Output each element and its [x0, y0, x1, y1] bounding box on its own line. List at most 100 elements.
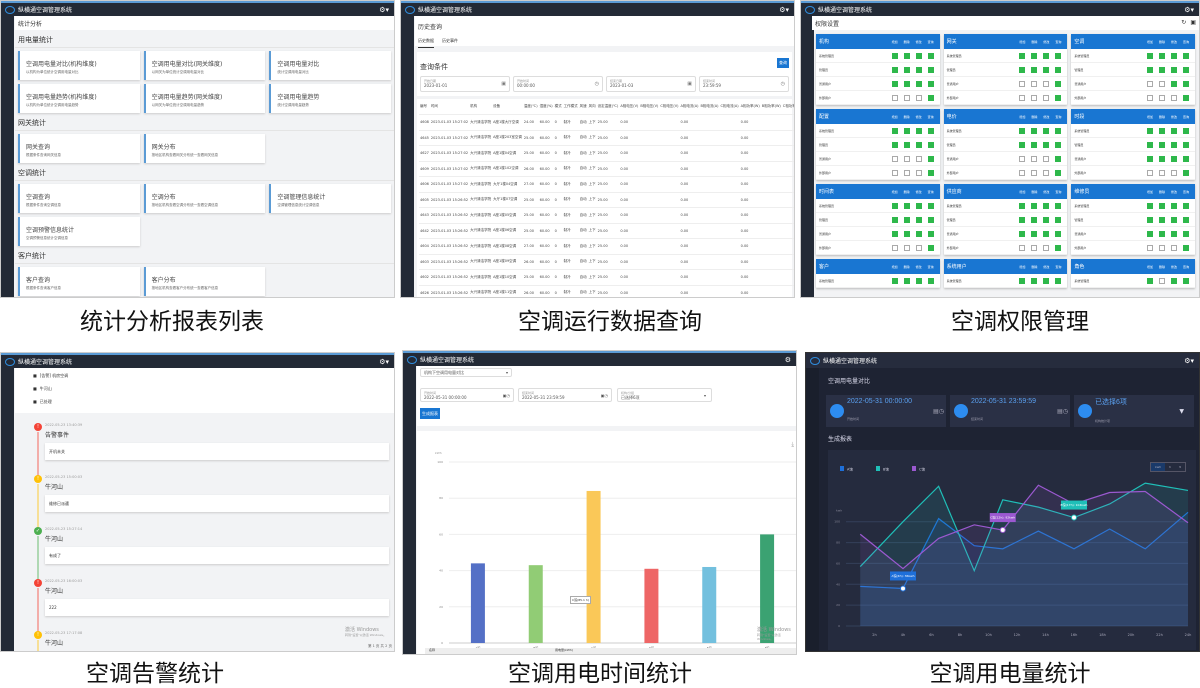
permission-checkbox[interactable] [1043, 230, 1050, 237]
permission-checkbox[interactable] [1055, 155, 1062, 162]
user-menu-icon[interactable]: ⚙▾ [1184, 356, 1194, 365]
permission-checkbox[interactable] [891, 216, 898, 223]
permission-checkbox[interactable] [915, 66, 922, 73]
permission-checkbox[interactable] [1055, 202, 1062, 209]
permission-checkbox[interactable] [1182, 230, 1189, 237]
user-menu-icon[interactable]: ⚙▾ [779, 5, 789, 14]
permission-checkbox[interactable] [1146, 216, 1153, 223]
permission-checkbox[interactable] [1019, 141, 1026, 148]
permission-checkbox[interactable] [1031, 94, 1038, 101]
permission-checkbox[interactable] [915, 141, 922, 148]
permission-checkbox[interactable] [1158, 127, 1165, 134]
permission-checkbox[interactable] [915, 80, 922, 87]
refresh-icon[interactable]: ↻ [1181, 19, 1187, 26]
table-row[interactable]: 4604 2023-01-03 15:26:52 大兴清洁学院 A座1楼08空调 27.… [419, 238, 794, 255]
permission-checkbox[interactable] [1031, 127, 1038, 134]
report-card[interactable]: 空调用电量对比 统计空调用电量对比 [269, 51, 391, 80]
permission-checkbox[interactable] [1146, 52, 1153, 59]
unit-toggle[interactable]: ¥ [1179, 465, 1181, 469]
sidebar[interactable] [1, 368, 14, 651]
event-detail[interactable]: 222 [45, 599, 389, 616]
permission-checkbox[interactable] [903, 202, 910, 209]
sidebar[interactable] [806, 368, 819, 651]
permission-checkbox[interactable] [1043, 155, 1050, 162]
report-card[interactable]: 网关查询 根据条件查询网关信息 [18, 134, 140, 163]
column-header[interactable]: 风速 [578, 99, 588, 115]
permission-checkbox[interactable] [891, 169, 898, 176]
permission-checkbox[interactable] [1170, 66, 1177, 73]
column-header[interactable]: B相电流(A) [699, 99, 720, 115]
permission-checkbox[interactable] [903, 94, 910, 101]
start-time-input[interactable]: 开始时间 2022-05-31 00:00:00 ▣◷ [420, 388, 514, 402]
permission-checkbox[interactable] [1146, 202, 1153, 209]
permission-checkbox[interactable] [915, 230, 922, 237]
report-card[interactable]: 空调用电量趋势 统计空调用电量趋势 [269, 84, 391, 113]
calendar-icon[interactable]: ▣◷ [600, 393, 608, 398]
permission-checkbox[interactable] [891, 80, 898, 87]
date-input[interactable]: 开始日期 2023-01-01 ▣ [420, 76, 510, 92]
permission-checkbox[interactable] [891, 52, 898, 59]
permission-checkbox[interactable] [903, 230, 910, 237]
tab-history-data[interactable]: 历史数据 [418, 38, 434, 48]
calendar-icon[interactable]: ▣◷ [502, 393, 510, 398]
event-detail[interactable]: 维修已派遣 [45, 495, 389, 512]
permission-checkbox[interactable] [927, 169, 934, 176]
permission-checkbox[interactable] [903, 52, 910, 59]
column-header[interactable]: 机构 [469, 99, 493, 115]
org-select-box[interactable]: 已选择6项 机构统计项 ▼ [1074, 395, 1194, 427]
table-row[interactable]: 4605 2023-01-03 15:26:52 大兴清洁学院 大厅1楼07空调 25.… [419, 192, 794, 208]
column-header[interactable]: 模式 [553, 99, 563, 115]
permission-checkbox[interactable] [1170, 216, 1177, 223]
permission-checkbox[interactable] [1019, 66, 1026, 73]
permission-checkbox[interactable] [1146, 94, 1153, 101]
report-card[interactable]: 客户查询 根据条件查询客户信息 [18, 267, 140, 296]
permission-checkbox[interactable] [903, 216, 910, 223]
column-header[interactable]: 工作模式 [562, 99, 579, 115]
permission-checkbox[interactable] [927, 230, 934, 237]
generate-report-button[interactable]: 生成报表 [420, 408, 440, 419]
permission-checkbox[interactable] [1146, 155, 1153, 162]
permission-checkbox[interactable] [915, 277, 922, 284]
permission-checkbox[interactable] [1146, 141, 1153, 148]
sidebar[interactable] [801, 16, 814, 297]
end-time-box[interactable]: 2022-05-31 23:59:59 结束时间 ▤◷ [950, 395, 1070, 427]
report-card[interactable]: 网关分布 按地区机构查看网关分布统一查看网关信息 [143, 134, 266, 163]
table-row[interactable]: 4643 2023-01-03 15:26:52 大兴清洁学院 A座1楼05空调 25.… [419, 207, 794, 224]
user-menu-icon[interactable]: ⚙▾ [379, 357, 389, 366]
column-header[interactable]: A相电压(V) [619, 99, 640, 115]
permission-checkbox[interactable] [1182, 141, 1189, 148]
table-row[interactable]: 4627 2023-01-03 15:27:02 大兴清洁学院 A座1楼04空调 25.… [419, 145, 794, 162]
start-time-box[interactable]: 2022-05-31 00:00:00 开始时间 ▤◷ [826, 395, 946, 427]
permission-checkbox[interactable] [1170, 202, 1177, 209]
permission-checkbox[interactable] [1182, 66, 1189, 73]
permission-checkbox[interactable] [1019, 277, 1026, 284]
permission-checkbox[interactable] [1146, 169, 1153, 176]
column-header[interactable]: 编号 [419, 99, 430, 115]
permission-checkbox[interactable] [903, 244, 910, 251]
date-input[interactable]: 结束时间 23:59:59 ◷ [699, 76, 789, 92]
permission-checkbox[interactable] [1019, 52, 1026, 59]
permission-checkbox[interactable] [1043, 141, 1050, 148]
table-row[interactable]: 4626 2023-01-03 15:26:52 大兴清洁学院 A座1楼11空调 26.… [419, 285, 794, 297]
permission-checkbox[interactable] [1055, 80, 1062, 87]
column-header[interactable]: C相电流(A) [719, 99, 740, 115]
report-card[interactable]: 空调用电量对比(机构维度) 以机构为单位统计空调用电量对比 [18, 51, 140, 80]
permission-checkbox[interactable] [1158, 230, 1165, 237]
column-header[interactable]: 设备 [492, 99, 523, 115]
event-detail[interactable]: 开机未关 [45, 443, 389, 460]
column-header[interactable]: 设定温度(℃) [596, 99, 620, 115]
permission-checkbox[interactable] [1182, 52, 1189, 59]
permission-checkbox[interactable] [891, 277, 898, 284]
permission-checkbox[interactable] [1055, 169, 1062, 176]
permission-checkbox[interactable] [1043, 66, 1050, 73]
report-card[interactable]: 空调用电量对比(网关维度) 以网关为单位统计空调用电量对比 [143, 51, 266, 80]
permission-checkbox[interactable] [1170, 52, 1177, 59]
column-header[interactable]: C相功率(W) [781, 99, 794, 115]
permission-checkbox[interactable] [1031, 202, 1038, 209]
permission-checkbox[interactable] [927, 80, 934, 87]
permission-checkbox[interactable] [1182, 127, 1189, 134]
permission-checkbox[interactable] [1019, 127, 1026, 134]
table-row[interactable]: 4642 2023-01-03 15:26:52 大兴清洁学院 A座1楼06空调 25.… [419, 223, 794, 239]
user-menu-icon[interactable]: ⚙▾ [379, 5, 389, 14]
permission-checkbox[interactable] [1146, 244, 1153, 251]
